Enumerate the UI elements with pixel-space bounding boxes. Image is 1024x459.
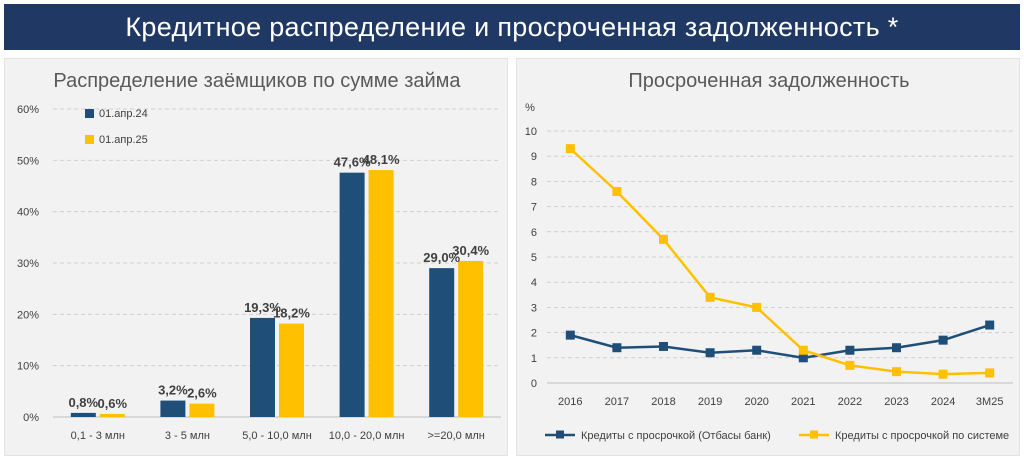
- line-chart-title: Просроченная задолженность: [628, 70, 909, 92]
- line-point-system: [705, 292, 715, 302]
- line-point-otbasy: [612, 343, 622, 353]
- line-point-otbasy: [565, 330, 575, 340]
- line-x-tick-label: 2018: [651, 396, 675, 408]
- line-point-otbasy: [705, 348, 715, 358]
- bar-x-tick-label: >=20,0 млн: [428, 430, 485, 442]
- line-x-tick-label: 2017: [605, 396, 629, 408]
- line-y-tick-label: 6: [531, 227, 537, 239]
- bar-legend-swatch: [85, 109, 94, 118]
- bar-apr25: [458, 260, 484, 417]
- bar-data-label: 0,6%: [97, 396, 127, 411]
- line-y-tick-label: 2: [531, 328, 537, 340]
- line-point-system: [938, 369, 948, 379]
- bar-data-label: 48,1%: [363, 152, 400, 167]
- bar-apr25: [189, 403, 215, 417]
- line-x-tick-label: 2016: [558, 396, 582, 408]
- bar-apr25: [99, 413, 125, 417]
- line-legend-marker: [556, 430, 564, 439]
- line-series-system: [569, 147, 990, 376]
- bar-chart: Распределение заёмщиков по сумме займа 0…: [17, 70, 501, 442]
- line-x-tick-label: 2019: [698, 396, 722, 408]
- borrower-distribution-panel: Распределение заёмщиков по сумме займа 0…: [4, 58, 508, 456]
- line-y-tick-label: 5: [531, 252, 537, 264]
- line-point-system: [892, 367, 901, 377]
- line-x-tick-label: 2023: [884, 396, 908, 408]
- bar-legend-label: 01.апр.25: [99, 134, 148, 146]
- line-point-system: [565, 144, 575, 154]
- line-y-tick-label: 10: [525, 126, 537, 138]
- bar-apr24: [339, 172, 365, 417]
- page-banner: Кредитное распределение и просроченная з…: [4, 4, 1020, 50]
- bar-data-label: 47,6%: [334, 155, 371, 170]
- bar-apr24: [429, 268, 455, 417]
- line-chart-ylabel: %: [525, 102, 535, 114]
- bar-data-label: 30,4%: [452, 243, 489, 258]
- line-legend-label: Кредиты с просрочкой по системе: [835, 430, 1009, 442]
- bar-y-tick-label: 20%: [17, 309, 39, 321]
- bar-chart-title: Распределение заёмщиков по сумме займа: [53, 70, 461, 92]
- bar-apr25: [279, 323, 304, 417]
- bar-x-tick-label: 5,0 - 10,0 млн: [242, 430, 312, 442]
- bar-x-tick-label: 0,1 - 3 млн: [71, 430, 125, 442]
- bar-data-label: 29,0%: [423, 250, 460, 265]
- line-y-tick-label: 7: [531, 202, 537, 214]
- bar-y-tick-label: 60%: [17, 104, 39, 116]
- line-series-otbasy: [569, 323, 991, 360]
- bar-apr24: [70, 412, 96, 417]
- line-x-tick-label: 2021: [791, 396, 815, 408]
- line-y-tick-label: 3: [531, 302, 537, 314]
- page-title: Кредитное распределение и просроченная з…: [125, 11, 899, 42]
- bar-data-label: 3,2%: [158, 383, 188, 398]
- line-x-tick-label: 2022: [838, 396, 862, 408]
- bar-y-tick-label: 50%: [17, 155, 39, 167]
- line-x-tick-label: 2024: [931, 396, 955, 408]
- bar-y-tick-label: 30%: [17, 258, 39, 270]
- line-point-system: [659, 234, 668, 244]
- bar-y-tick-label: 10%: [17, 361, 39, 373]
- bar-apr24: [250, 317, 275, 417]
- bar-y-tick-label: 40%: [17, 207, 39, 219]
- bar-data-label: 2,6%: [187, 386, 217, 401]
- line-point-otbasy: [752, 345, 762, 355]
- line-point-otbasy: [798, 353, 808, 363]
- overdue-debt-panel: Просроченная задолженность % 0 1 2 3 4 5 6 7 8 9 1…: [516, 58, 1020, 456]
- line-x-tick-label: 3М25: [976, 396, 1004, 408]
- line-legend-label: Кредиты с просрочкой (Отбасы банк): [581, 430, 771, 442]
- bar-legend-label: 01.апр.24: [99, 108, 148, 120]
- line-legend-marker: [810, 430, 818, 439]
- bar-data-label: 18,2%: [273, 306, 310, 321]
- bar-apr24: [160, 400, 186, 417]
- bar-legend-swatch: [85, 135, 94, 144]
- bar-x-tick-label: 10,0 - 20,0 млн: [329, 430, 405, 442]
- bar-data-label: 0,8%: [68, 395, 98, 410]
- line-point-system: [612, 186, 622, 196]
- line-y-tick-label: 9: [531, 151, 537, 163]
- line-y-tick-label: 0: [531, 378, 537, 390]
- line-y-tick-label: 4: [531, 277, 537, 289]
- line-point-otbasy: [938, 335, 948, 345]
- line-x-tick-label: 2020: [744, 396, 768, 408]
- line-point-otbasy: [659, 341, 668, 351]
- line-point-otbasy: [985, 320, 995, 330]
- line-point-otbasy: [892, 343, 901, 353]
- line-chart: Просроченная задолженность % 0 1 2 3 4 5 6 7 8 9 1…: [525, 70, 1013, 442]
- line-point-system: [985, 368, 995, 378]
- line-point-otbasy: [845, 345, 855, 355]
- line-point-system: [845, 360, 855, 370]
- line-point-system: [752, 302, 762, 312]
- line-y-tick-label: 1: [531, 353, 537, 365]
- bar-y-tick-label: 0%: [23, 412, 39, 424]
- line-y-tick-label: 8: [531, 176, 537, 188]
- line-point-system: [798, 345, 808, 355]
- bar-x-tick-label: 3 - 5 млн: [165, 430, 210, 442]
- bar-data-label: 19,3%: [244, 300, 281, 315]
- bar-apr25: [368, 170, 394, 417]
